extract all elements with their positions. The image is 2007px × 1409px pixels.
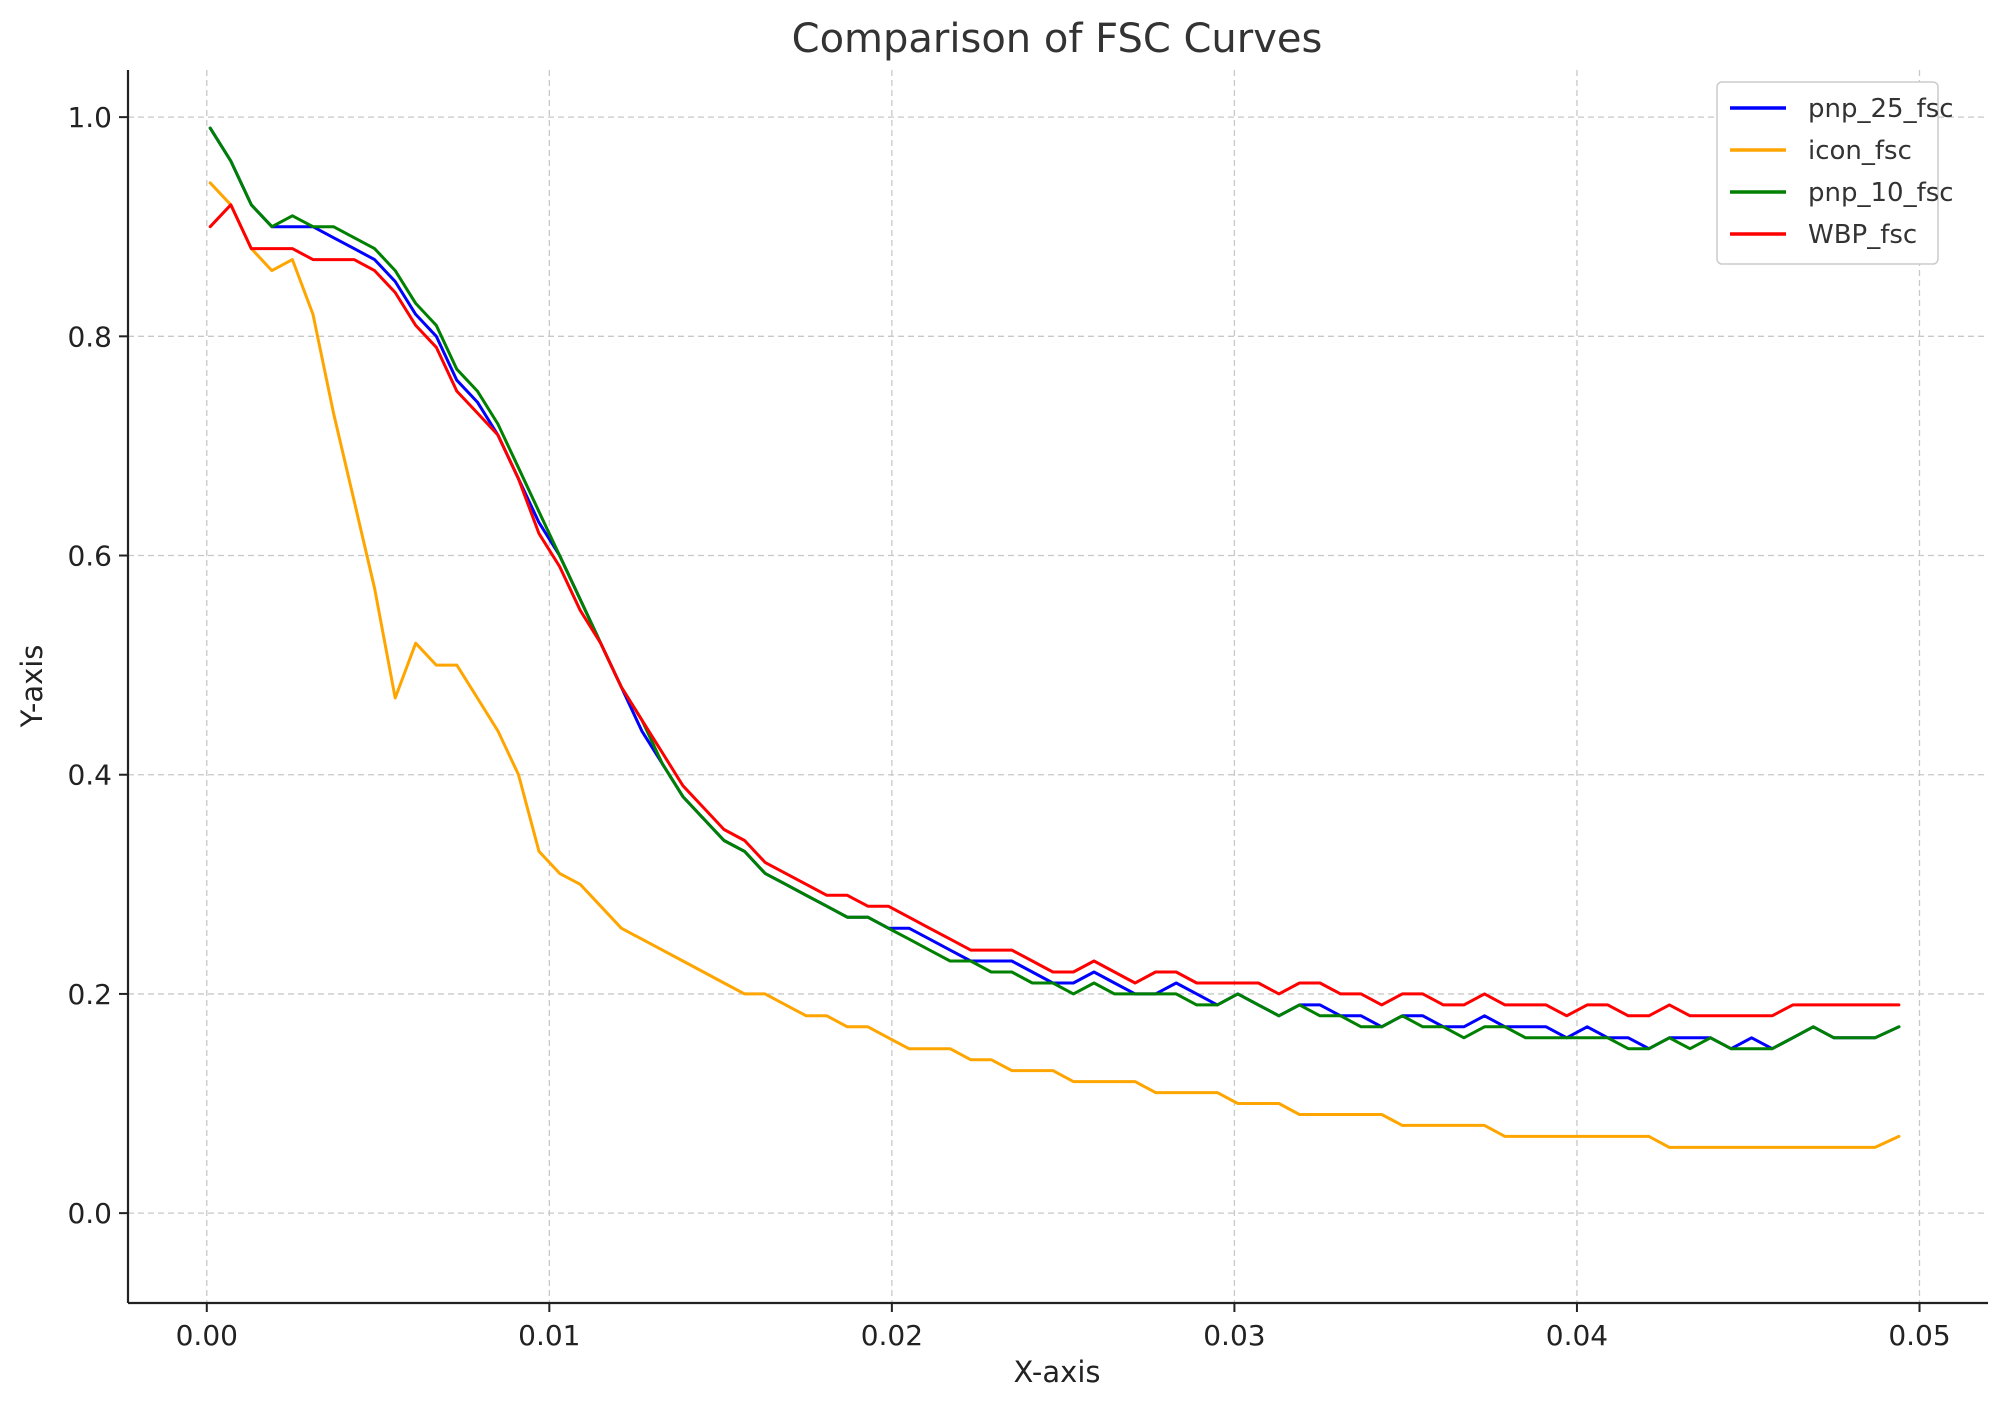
y-tick-label: 0.6 <box>67 540 112 573</box>
axes-frame <box>126 70 1988 1305</box>
y-tick-label: 0.2 <box>67 978 112 1011</box>
x-tick-label: 0.00 <box>176 1319 238 1352</box>
chart-title: Comparison of FSC Curves <box>792 16 1323 62</box>
y-tick-label: 0.4 <box>67 759 112 792</box>
grid <box>128 70 1988 1303</box>
x-tick-label: 0.02 <box>861 1319 923 1352</box>
series-line-pnp-10-fsc <box>208 126 1901 1051</box>
x-tick-label: 0.01 <box>518 1319 580 1352</box>
y-tick-label: 0.8 <box>67 320 112 353</box>
series-line-wbp-fsc <box>208 203 1901 1018</box>
y-axis-ticks: 0.0 0.2 0.4 0.6 0.8 1.0 <box>67 101 128 1230</box>
legend-label: icon_fsc <box>1808 136 1912 166</box>
series-line-icon-fsc <box>208 181 1901 1149</box>
legend-entries: pnp_25_fsc icon_fsc pnp_10_fsc WBP_fsc <box>1730 94 1954 250</box>
x-tick-label: 0.03 <box>1203 1319 1265 1352</box>
series-layer <box>208 126 1901 1149</box>
x-tick-label: 0.04 <box>1546 1319 1608 1352</box>
x-axis-label: X-axis <box>1014 1355 1101 1389</box>
legend-label: pnp_25_fsc <box>1808 94 1954 124</box>
legend-label: pnp_10_fsc <box>1808 178 1954 208</box>
x-tick-label: 0.05 <box>1888 1319 1950 1352</box>
y-tick-label: 1.0 <box>67 101 112 134</box>
y-axis-label: Y-axis <box>15 645 49 729</box>
legend-label: WBP_fsc <box>1808 220 1917 250</box>
y-tick-label: 0.0 <box>67 1197 112 1230</box>
legend: pnp_25_fsc icon_fsc pnp_10_fsc WBP_fsc <box>1716 81 1954 265</box>
x-axis-ticks: 0.00 0.01 0.02 0.03 0.04 0.05 <box>176 1303 1951 1352</box>
legend-box <box>1716 81 1939 265</box>
